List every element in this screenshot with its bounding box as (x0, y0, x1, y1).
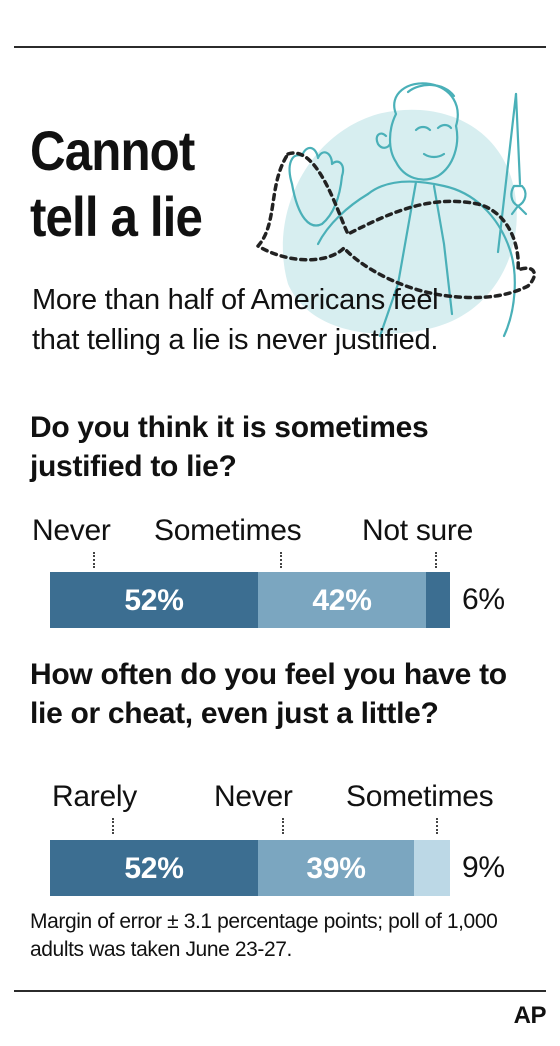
chart2-tick-never (282, 818, 284, 834)
chart1-label-sometimes: 42% (312, 584, 372, 617)
chart2-segment-sometimes (414, 840, 450, 896)
illustration-rod (496, 92, 518, 254)
chart2-title: How often do you feel you have to lie or… (30, 658, 507, 730)
chart1-category-sometimes: Sometimes (154, 514, 302, 547)
top-rule (14, 46, 546, 48)
chart1-segment-not-sure (426, 572, 450, 628)
chart2-label-rarely: 52% (124, 852, 184, 885)
bottom-rule (14, 990, 546, 992)
chart1-tick-not-sure (435, 552, 437, 568)
chart1-segment-sometimes (258, 572, 426, 628)
chart1-tick-sometimes (280, 552, 282, 568)
chart1-label-not-sure: 6% (462, 583, 505, 616)
chart2-category-never: Never (214, 780, 293, 813)
illustration-head (388, 82, 459, 181)
chart2-tick-rarely (112, 818, 114, 834)
deck-text: More than half of Americans feel that te… (32, 284, 439, 356)
chart1-category-not-sure: Not sure (362, 514, 473, 547)
chart2-tick-sometimes (436, 818, 438, 834)
chart1-category-never: Never (32, 514, 111, 547)
page-title: Cannot tell a lie (30, 119, 203, 248)
chart1-segment-never (50, 572, 258, 628)
chart2-segment-never (258, 840, 414, 896)
chart1-label-never: 52% (124, 584, 184, 617)
chart2-label-never: 39% (306, 852, 366, 885)
chart2-bar: 52% 39% (50, 840, 450, 896)
chart2-segment-rarely (50, 840, 258, 896)
footnote: Margin of error ± 3.1 percentage points;… (30, 910, 498, 961)
chart2-label-sometimes: 9% (462, 851, 505, 884)
chart1-title: Do you think it is sometimes justified t… (30, 411, 429, 483)
illustration-fisherman (256, 82, 537, 338)
chart1-tick-never (93, 552, 95, 568)
chart2-category-rarely: Rarely (52, 780, 137, 813)
illustration-fish (510, 184, 528, 216)
illustration-dotted-fish (256, 151, 537, 300)
chart1-bar: 52% 42% (50, 572, 450, 628)
chart2-category-sometimes: Sometimes (346, 780, 494, 813)
credit: AP (513, 1002, 547, 1029)
